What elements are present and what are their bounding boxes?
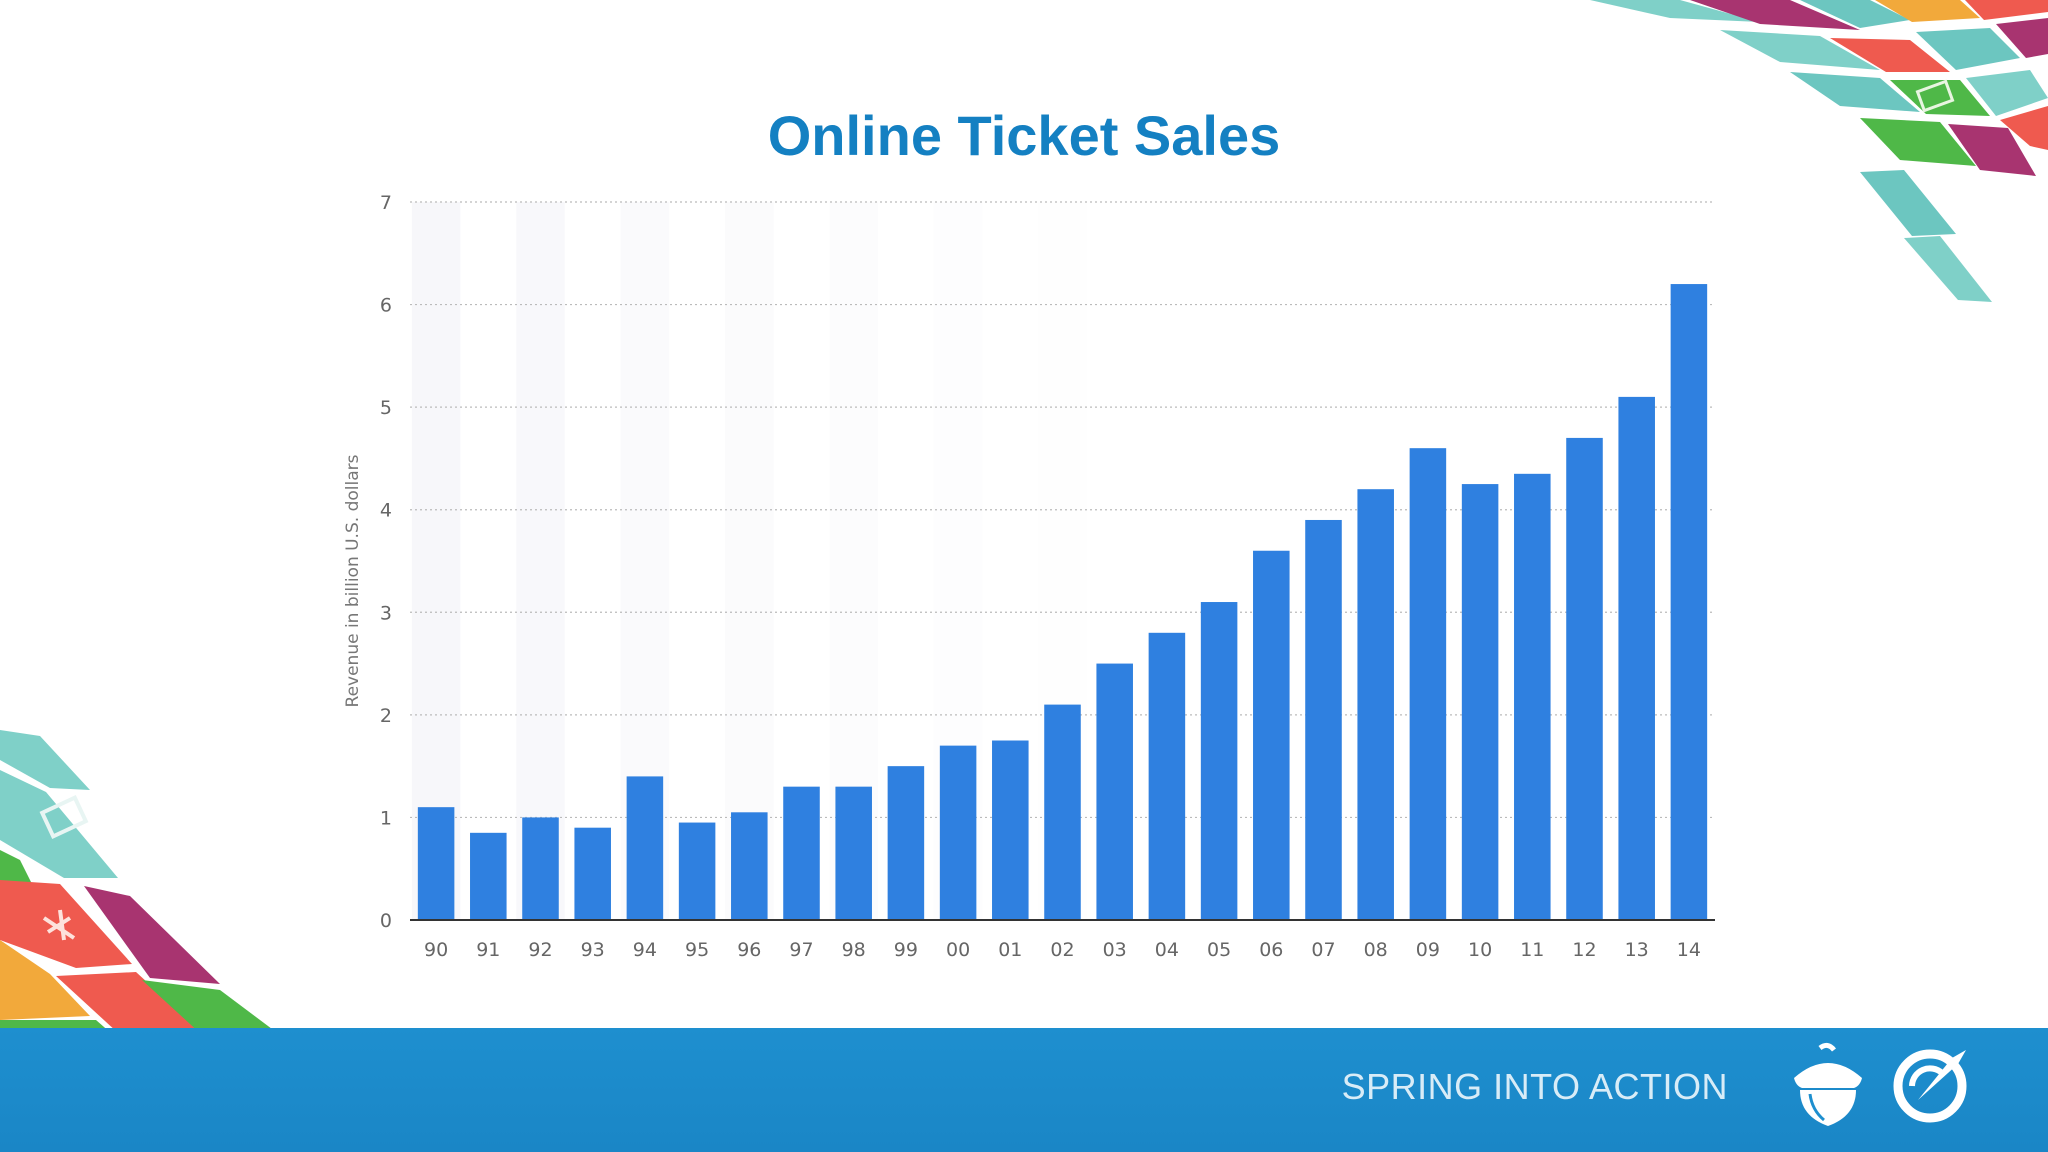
x-tick-label: 01 — [998, 939, 1022, 961]
bar — [1409, 448, 1447, 920]
bar — [522, 817, 559, 920]
y-axis-title: Revenue in billion U.S. dollars — [343, 454, 363, 707]
bar — [731, 812, 768, 920]
y-tick-label: 1 — [380, 807, 392, 829]
x-tick-label: 97 — [789, 939, 813, 961]
bar — [1357, 489, 1394, 920]
x-tick-label: 99 — [894, 939, 918, 961]
x-tick-label: 04 — [1155, 939, 1179, 961]
y-tick-labels: 0 1 2 3 4 5 6 7 — [380, 192, 392, 932]
x-tick-label: 08 — [1364, 939, 1388, 961]
bar — [470, 832, 507, 920]
x-tick-label: 07 — [1311, 939, 1335, 961]
bar — [626, 776, 664, 920]
bar — [1096, 663, 1133, 920]
x-tick-label: 93 — [581, 939, 605, 961]
x-tick-label: 14 — [1677, 939, 1701, 961]
y-tick-label: 0 — [380, 910, 392, 932]
footer-tagline: SPRING INTO ACTION — [1341, 1066, 1728, 1107]
x-tick-label: 13 — [1625, 939, 1649, 961]
chart-title: Online Ticket Sales — [767, 104, 1281, 167]
bar — [1305, 519, 1342, 920]
bar — [1566, 437, 1603, 920]
bar — [1514, 473, 1551, 920]
bar — [783, 786, 820, 920]
x-tick-label: 03 — [1103, 939, 1127, 961]
column-band — [411, 202, 461, 920]
x-tick-label: 00 — [946, 939, 970, 961]
bar — [1044, 704, 1081, 920]
y-tick-label: 4 — [380, 500, 392, 522]
x-tick-label: 98 — [842, 939, 866, 961]
y-tick-label: 5 — [380, 397, 392, 419]
x-tick-label: 95 — [685, 939, 709, 961]
bars — [417, 284, 1708, 920]
bar — [678, 822, 716, 920]
compass-icon — [1893, 1049, 1967, 1123]
x-tick-label: 05 — [1207, 939, 1231, 961]
x-tick-label: 96 — [737, 939, 761, 961]
footer-band — [0, 1028, 2048, 1152]
bar — [992, 740, 1029, 920]
x-tick-label: 91 — [476, 939, 500, 961]
y-tick-label: 2 — [380, 705, 392, 727]
bar — [1200, 602, 1238, 920]
column-band — [725, 202, 774, 920]
y-tick-label: 3 — [380, 602, 392, 624]
bar — [417, 807, 455, 920]
x-tick-labels: 90 91 92 93 94 95 96 97 98 99 00 01 02 03 04 05 06 07 08 09… — [424, 939, 1701, 961]
bar — [574, 827, 611, 920]
bar — [939, 745, 977, 920]
x-tick-label: 11 — [1520, 939, 1544, 961]
x-tick-label: 02 — [1050, 939, 1074, 961]
column-band — [516, 202, 565, 920]
x-tick-label: 90 — [424, 939, 448, 961]
x-tick-label: 12 — [1572, 939, 1596, 961]
bar — [1148, 632, 1186, 920]
bar — [887, 766, 925, 920]
decorative-mosaic-top-right — [1590, 0, 2048, 302]
y-tick-label: 6 — [380, 295, 392, 317]
bar — [835, 786, 872, 920]
x-tick-label: 94 — [633, 939, 657, 961]
bar — [1618, 396, 1655, 920]
bar — [1461, 484, 1499, 920]
x-tick-label: 06 — [1259, 939, 1283, 961]
x-tick-label: 92 — [528, 939, 552, 961]
x-tick-label: 10 — [1468, 939, 1492, 961]
bar — [1253, 550, 1290, 920]
y-tick-label: 7 — [380, 192, 392, 214]
acorn-icon — [1794, 1042, 1862, 1126]
x-tick-label: 09 — [1416, 939, 1440, 961]
bar — [1670, 284, 1708, 920]
